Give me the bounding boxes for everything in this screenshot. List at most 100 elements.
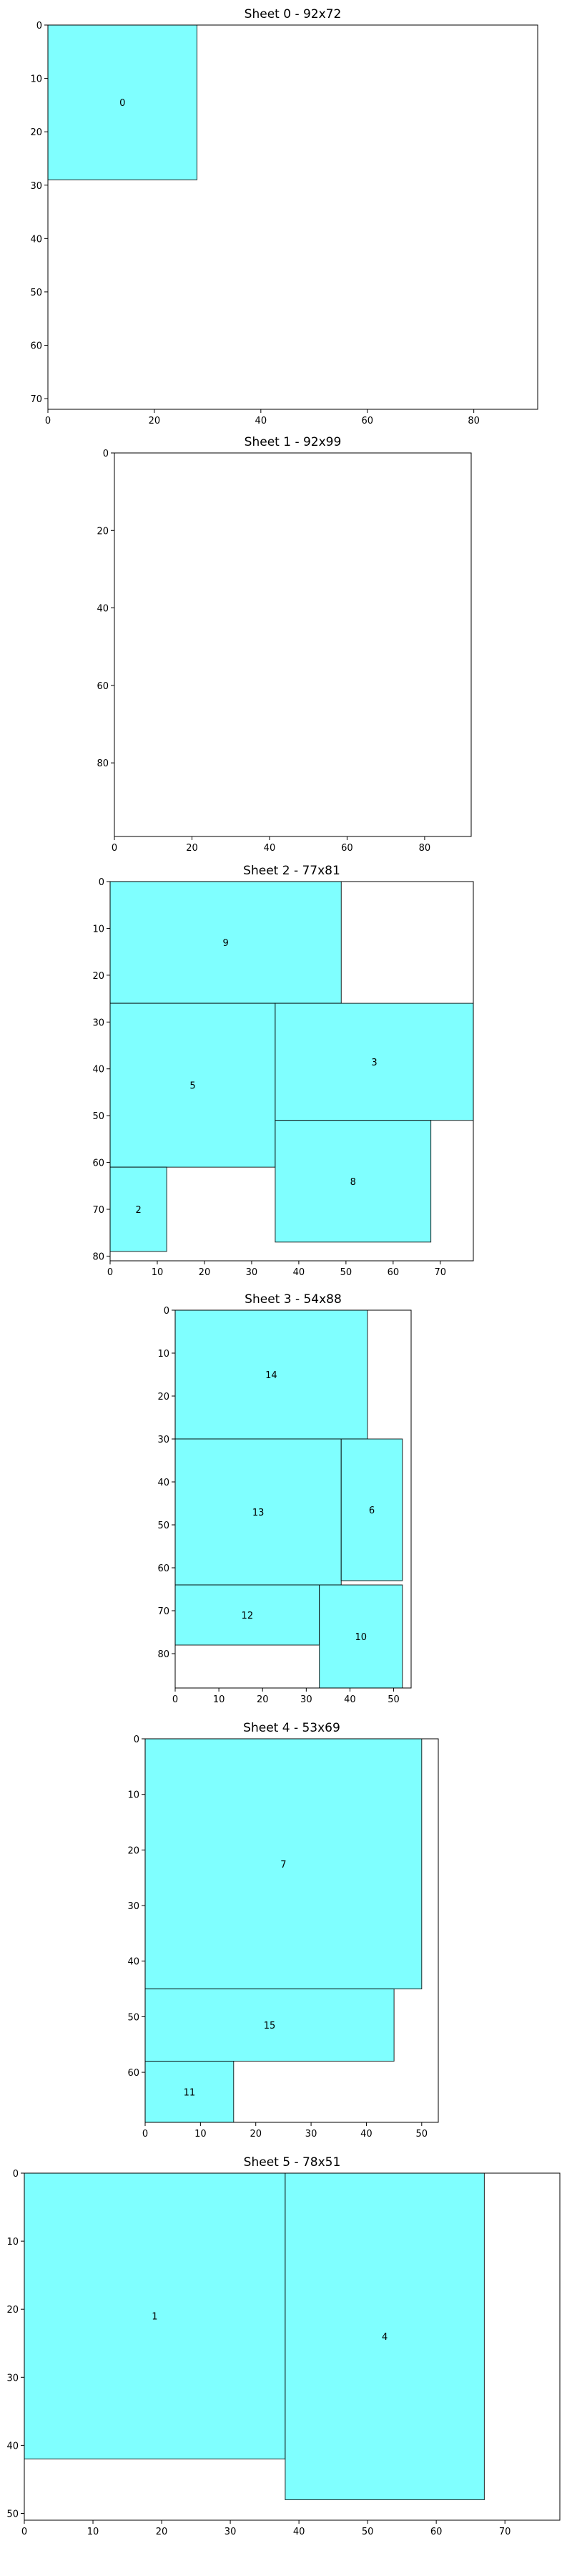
x-tick-label: 40 <box>293 2527 305 2537</box>
x-tick-label: 20 <box>250 2129 262 2140</box>
x-tick-label: 20 <box>156 2527 168 2537</box>
x-tick-label: 0 <box>112 843 117 854</box>
piece-label: 10 <box>355 1632 367 1643</box>
x-tick-label: 20 <box>199 1267 211 1278</box>
sheet-3: Sheet 3 - 54x88 14 13 6 12 10 0 10 20 30 40 50 0 10 20… <box>157 1292 412 1705</box>
piece-6 <box>340 1438 403 1581</box>
y-tick-label: 20 <box>157 1392 169 1402</box>
piece-12 <box>174 1584 320 1646</box>
sheet-frame <box>174 1309 412 1689</box>
sheet-title: Sheet 1 - 92x99 <box>245 435 342 449</box>
piece-2 <box>109 1166 167 1252</box>
sheet-frame <box>24 2172 561 2521</box>
y-tick-label: 70 <box>157 1606 169 1617</box>
y-tick-label: 70 <box>30 394 42 405</box>
sheet-frame <box>109 881 474 1262</box>
x-tick-label: 20 <box>186 843 198 854</box>
piece-label: 15 <box>264 2021 276 2031</box>
y-tick-label: 50 <box>6 2509 19 2519</box>
y-tick-label: 60 <box>92 1158 104 1169</box>
x-tick-label: 40 <box>360 2129 373 2140</box>
y-tick-label: 0 <box>164 1306 169 1317</box>
y-tick-label: 50 <box>127 2012 139 2023</box>
x-tick-label: 0 <box>21 2527 27 2537</box>
x-tick-label: 30 <box>300 1694 312 1705</box>
x-tick-label: 80 <box>419 843 431 854</box>
piece-label: 12 <box>242 1611 254 1621</box>
piece-14 <box>174 1309 368 1440</box>
y-tick-label: 0 <box>36 21 42 31</box>
x-tick-label: 40 <box>344 1694 356 1705</box>
y-tick-label: 30 <box>157 1435 169 1445</box>
y-tick-label: 30 <box>92 1018 104 1028</box>
x-tick-label: 0 <box>142 2129 148 2140</box>
piece-15 <box>144 1989 395 2062</box>
y-tick-label: 70 <box>92 1205 104 1216</box>
sheet-title: Sheet 5 - 78x51 <box>244 2155 341 2170</box>
x-tick-label: 80 <box>468 416 480 426</box>
y-tick-label: 80 <box>97 758 109 769</box>
sheet-frame <box>47 24 538 410</box>
x-tick-label: 60 <box>361 416 373 426</box>
x-tick-label: 50 <box>388 1694 400 1705</box>
x-tick-label: 10 <box>213 1694 225 1705</box>
x-tick-label: 0 <box>45 416 51 426</box>
y-tick-label: 10 <box>92 924 104 935</box>
piece-label: 8 <box>350 1177 356 1188</box>
piece-label: 2 <box>135 1205 141 1216</box>
y-tick-label: 20 <box>92 971 104 982</box>
x-tick-label: 30 <box>305 2129 317 2140</box>
y-tick-label: 50 <box>157 1521 169 1531</box>
x-tick-label: 60 <box>341 843 353 854</box>
sheet-title: Sheet 4 - 53x69 <box>243 1721 340 1735</box>
x-tick-label: 60 <box>388 1267 400 1278</box>
y-tick-label: 20 <box>97 526 109 537</box>
y-tick-label: 0 <box>99 877 104 888</box>
piece-5 <box>109 1002 276 1168</box>
piece-label: 4 <box>382 2332 388 2343</box>
sheet-title: Sheet 0 - 92x72 <box>245 7 342 21</box>
x-tick-label: 10 <box>194 2129 207 2140</box>
y-tick-label: 80 <box>92 1252 104 1262</box>
y-tick-label: 30 <box>6 2373 19 2384</box>
piece-7 <box>144 1738 423 1990</box>
piece-0 <box>47 24 197 180</box>
y-tick-label: 20 <box>30 127 42 138</box>
sheet-1: Sheet 1 - 92x99 0 20 40 60 80 0 20 40 60 80 <box>97 435 472 854</box>
sheet-frame <box>144 1738 439 2123</box>
x-tick-label: 10 <box>152 1267 164 1278</box>
y-tick-label: 40 <box>6 2441 19 2451</box>
sheet-title: Sheet 2 - 77x81 <box>243 864 340 878</box>
x-tick-label: 0 <box>107 1267 113 1278</box>
y-tick-label: 60 <box>97 681 109 692</box>
x-tick-label: 50 <box>340 1267 352 1278</box>
piece-3 <box>275 1002 474 1121</box>
y-tick-label: 60 <box>127 2068 139 2079</box>
piece-9 <box>109 881 342 1004</box>
x-tick-label: 20 <box>257 1694 269 1705</box>
x-tick-label: 60 <box>430 2527 443 2537</box>
x-tick-label: 70 <box>499 2527 511 2537</box>
piece-13 <box>174 1438 342 1586</box>
x-tick-label: 50 <box>416 2129 428 2140</box>
y-tick-label: 40 <box>127 1957 139 1968</box>
piece-10 <box>319 1584 403 1689</box>
x-tick-label: 30 <box>246 1267 258 1278</box>
y-tick-label: 10 <box>30 74 42 85</box>
piece-label: 6 <box>369 1506 375 1516</box>
x-tick-label: 50 <box>362 2527 374 2537</box>
sheet-4: Sheet 4 - 53x69 7 15 11 0 10 20 30 40 50 0 10 20 30 40… <box>127 1721 439 2140</box>
y-tick-label: 20 <box>6 2305 19 2316</box>
piece-label: 5 <box>189 1081 195 1092</box>
piece-label: 9 <box>222 938 228 949</box>
y-tick-label: 40 <box>30 234 42 245</box>
piece-8 <box>275 1120 432 1243</box>
sheet-frame <box>114 452 472 837</box>
piece-label: 11 <box>184 2087 196 2098</box>
y-tick-label: 10 <box>157 1349 169 1360</box>
x-tick-label: 10 <box>87 2527 99 2537</box>
y-tick-label: 20 <box>127 1845 139 1856</box>
x-tick-label: 20 <box>149 416 161 426</box>
